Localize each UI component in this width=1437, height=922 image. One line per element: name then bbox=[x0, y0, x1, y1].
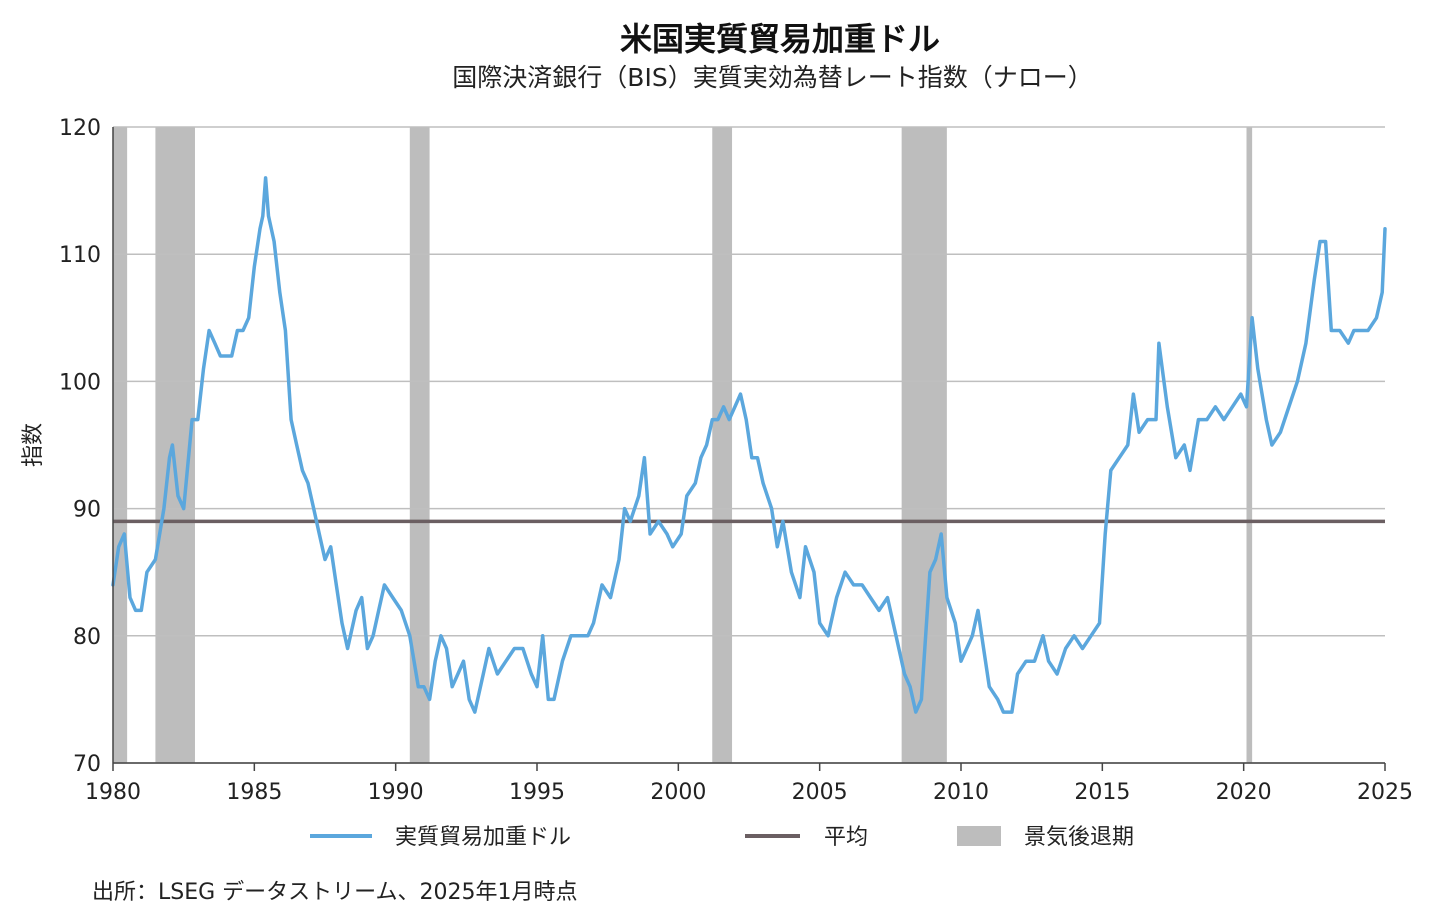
source-note: 出所：LSEG データストリーム、2025年1月時点 bbox=[92, 880, 578, 905]
x-tick-label: 2025 bbox=[1357, 780, 1413, 805]
y-tick-label: 90 bbox=[73, 498, 101, 523]
y-tick-label: 120 bbox=[59, 116, 101, 141]
x-tick-label: 2020 bbox=[1216, 780, 1272, 805]
legend-swatch-recession bbox=[957, 826, 1001, 846]
recession-band bbox=[113, 127, 128, 763]
recession-bands bbox=[113, 127, 1253, 763]
legend-label-average: 平均 bbox=[824, 825, 868, 850]
x-tick-label: 2010 bbox=[933, 780, 989, 805]
series-line-dollar bbox=[111, 176, 1387, 714]
y-tick-label: 70 bbox=[73, 752, 101, 777]
x-tick-label: 1995 bbox=[509, 780, 565, 805]
chart-title: 米国実質貿易加重ドル bbox=[619, 20, 940, 58]
chart-subtitle: 国際決済銀行（BIS）実質実効為替レート指数（ナロー） bbox=[452, 63, 1093, 92]
x-tick-label: 2005 bbox=[792, 780, 848, 805]
x-tick-label: 1990 bbox=[368, 780, 424, 805]
legend-label-recession: 景気後退期 bbox=[1024, 825, 1134, 850]
axes: 70 80 90 100 110 120 1980 1985 1990 1995 2000 2005 2… bbox=[21, 116, 1413, 805]
recession-band bbox=[1246, 127, 1253, 763]
x-tick-label: 2015 bbox=[1074, 780, 1130, 805]
y-tick-label: 80 bbox=[73, 625, 101, 650]
x-tick-label: 1985 bbox=[226, 780, 282, 805]
y-tick-label: 110 bbox=[59, 243, 101, 268]
x-tick-label: 2000 bbox=[650, 780, 706, 805]
legend-label-dollar: 実質貿易加重ドル bbox=[395, 825, 571, 850]
x-tick-label: 1980 bbox=[85, 780, 141, 805]
legend: 実質貿易加重ドル 平均 景気後退期 bbox=[310, 825, 1134, 850]
recession-band bbox=[409, 127, 430, 763]
y-axis-label: 指数 bbox=[21, 423, 46, 467]
series-layer bbox=[111, 176, 1387, 714]
y-tick-label: 100 bbox=[59, 370, 101, 395]
recession-band bbox=[712, 127, 733, 763]
